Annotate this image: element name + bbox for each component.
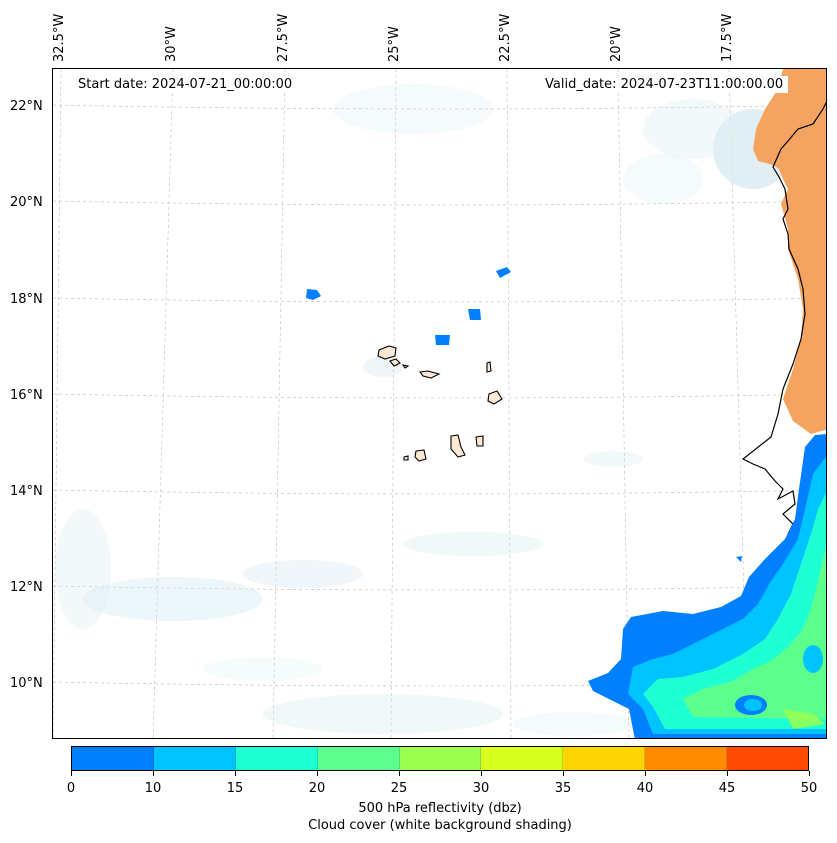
parallel-20 (53, 200, 826, 206)
colorbar-tick (563, 771, 564, 776)
cloud-patch (583, 451, 643, 467)
cloud-patch (643, 99, 743, 159)
lat-label: 18°N (10, 292, 43, 307)
storm-core (803, 645, 823, 673)
map-panel (52, 68, 827, 739)
cloud-patch (203, 657, 323, 681)
parallel-12 (53, 585, 826, 591)
lat-label: 12°N (10, 580, 43, 595)
cell (306, 289, 321, 300)
parallel-10 (53, 681, 826, 687)
cloud-patch (623, 154, 703, 204)
cloud-patch (403, 532, 543, 556)
colorbar-tick (399, 771, 400, 776)
cell (435, 335, 450, 345)
cloud-patch (333, 84, 493, 134)
meridian-30 (152, 69, 174, 738)
storm-core (744, 699, 762, 711)
colorbar-segment (481, 747, 564, 770)
lon-label: 22.5°W (498, 13, 513, 62)
start-date-label: Start date: 2024-07-21_00:00:00 (73, 76, 298, 93)
meridian-25 (390, 69, 397, 738)
island-fogo (414, 449, 427, 462)
lon-label: 25°W (387, 26, 402, 62)
colorbar-tick-label: 50 (800, 781, 818, 796)
colorbar-tick (317, 771, 318, 776)
colorbar-tick (727, 771, 728, 776)
colorbar-segment (153, 747, 236, 770)
colorbar-tick-label: 25 (390, 781, 408, 796)
colorbar-label-reflectivity: 500 hPa reflectivity (dbz) (358, 801, 522, 816)
colorbar-segment (645, 747, 728, 770)
lat-label: 14°N (10, 484, 43, 499)
parallel-14 (53, 489, 826, 495)
island-sao-nicolau (418, 370, 441, 379)
lat-label: 22°N (10, 99, 43, 114)
island-santa-luzia (401, 364, 410, 369)
colorbar-tick (481, 771, 482, 776)
storm-complex (588, 434, 826, 738)
meridian-22.5 (506, 69, 512, 738)
colorbar-segment (317, 747, 400, 770)
cloud-patch (513, 712, 633, 736)
island-maio (475, 435, 484, 447)
colorbar-tick (153, 771, 154, 776)
island-boa-vista (487, 390, 503, 405)
island-santo-antao (377, 345, 397, 360)
cloud-patch (243, 560, 363, 588)
cell (736, 556, 742, 562)
colorbar-tick (809, 771, 810, 776)
island-santiago (450, 434, 466, 458)
colorbar-segment (727, 747, 809, 770)
colorbar-tick (71, 771, 72, 776)
cloud-patch (55, 509, 111, 629)
lat-label: 20°N (10, 195, 43, 210)
colorbar-tick-label: 35 (554, 781, 572, 796)
colorbar (71, 746, 809, 771)
cape-verde-islands (377, 345, 503, 462)
lon-label: 30°W (164, 26, 179, 62)
colorbar-tick-label: 40 (636, 781, 654, 796)
lon-label: 20°W (609, 26, 624, 62)
colorbar-segment (563, 747, 646, 770)
parallel-18 (53, 297, 826, 303)
meridian-27.5 (272, 69, 286, 738)
lon-label: 27.5°W (276, 13, 291, 62)
cloud-patch (83, 577, 263, 621)
parallel-16 (53, 393, 826, 399)
meridian-32.5 (53, 69, 62, 738)
colorbar-tick-label: 20 (308, 781, 326, 796)
colorbar-tick-label: 10 (144, 781, 162, 796)
colorbar-tick-label: 30 (472, 781, 490, 796)
reflectivity-cells (306, 267, 742, 562)
storm-layer-25-30 (783, 709, 825, 729)
lat-label: 10°N (10, 676, 43, 691)
cloud-patch (263, 694, 503, 734)
valid-date-label: Valid_date: 2024-07-23T11:00:00.00 (540, 76, 789, 93)
colorbar-tick (645, 771, 646, 776)
island-sao-vicente (389, 358, 401, 367)
island-sal (486, 361, 492, 373)
colorbar-segment (72, 747, 154, 770)
colorbar-tick-label: 0 (66, 781, 76, 796)
lon-label: 17.5°W (720, 13, 735, 62)
colorbar-tick-label: 45 (718, 781, 736, 796)
lat-label: 16°N (10, 388, 43, 403)
colorbar-segment (235, 747, 318, 770)
colorbar-tick (235, 771, 236, 776)
colorbar-segment (399, 747, 482, 770)
island-brava (403, 455, 409, 461)
cell (496, 267, 511, 278)
lon-label: 32.5°W (52, 13, 67, 62)
colorbar-tick-label: 15 (226, 781, 244, 796)
storm-layer-20-25 (683, 547, 826, 719)
cell (468, 309, 481, 320)
coastline-africa (741, 101, 826, 567)
map-canvas (53, 69, 826, 738)
parallel-22 (53, 104, 826, 110)
colorbar-label-cloud: Cloud cover (white background shading) (308, 818, 572, 833)
